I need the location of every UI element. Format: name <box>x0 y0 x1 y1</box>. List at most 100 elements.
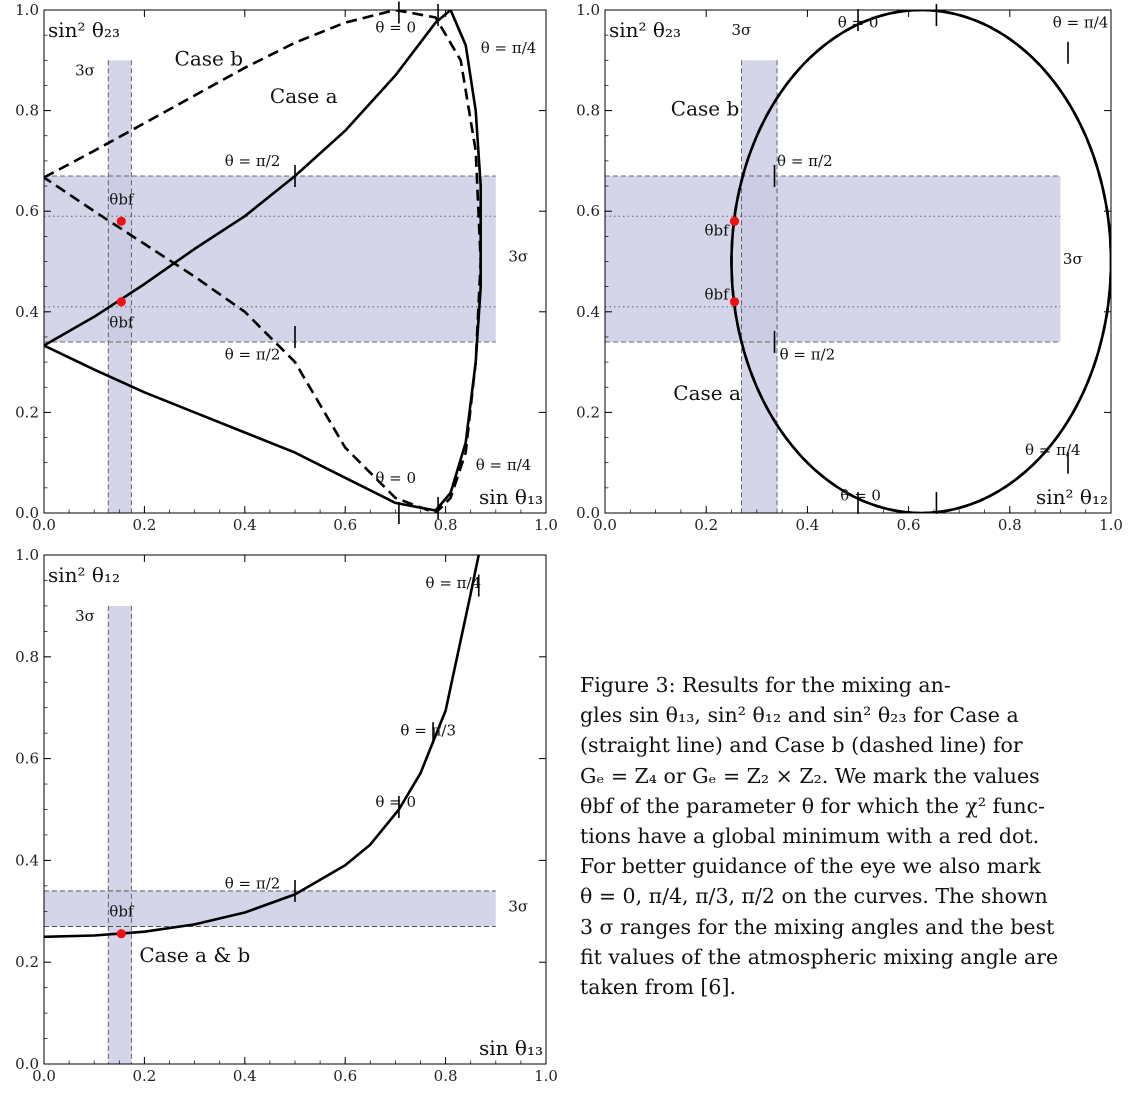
caption-line: taken from [6]. <box>580 974 736 999</box>
best-fit-dot <box>729 216 740 226</box>
x-tick-label: 0.2 <box>132 516 156 534</box>
case-label: Case b <box>175 46 244 70</box>
theta-annotation: θ = π/4 <box>1053 14 1109 32</box>
horizontal-3sigma-band <box>605 175 1061 342</box>
theta-annotation: θ = π/2 <box>780 346 836 364</box>
y-tick-label: 1.0 <box>15 546 39 564</box>
theta-annotation: 3σ <box>75 607 95 625</box>
theta-annotation: 3σ <box>732 21 752 39</box>
y-tick-label: 1.0 <box>576 1 600 19</box>
y-tick-label: 0.6 <box>576 202 600 220</box>
caption-line: 3 σ ranges for the mixing angles and the… <box>580 914 1055 939</box>
theta-annotation: θ = π/2 <box>225 874 281 892</box>
caption-line: (straight line) and Case b (dashed line)… <box>580 733 1023 758</box>
y-tick-label: 0.0 <box>15 1055 39 1073</box>
x-tick-label: 0.8 <box>434 1067 458 1085</box>
x-tick-label: 1.0 <box>1099 516 1123 534</box>
y-tick-label: 0.2 <box>15 953 39 971</box>
y-tick-label: 0.4 <box>576 303 600 321</box>
theta-annotation: 3σ <box>1063 250 1083 268</box>
best-fit-label: θbf <box>109 314 135 332</box>
y-tick-label: 0.0 <box>15 504 39 522</box>
y-tick-label: 0.2 <box>576 403 600 421</box>
horizontal-3sigma-band <box>44 175 496 342</box>
best-fit-dot <box>116 297 126 307</box>
y-tick-label: 0.0 <box>576 504 600 522</box>
x-tick-label: 0.0 <box>32 516 56 534</box>
x-tick-label: 0.6 <box>897 516 921 534</box>
x-axis-label: sin θ₁₃ <box>479 485 543 509</box>
caption-line: For better guidance of the eye we also m… <box>580 854 1041 879</box>
case-label: Case a & b <box>139 943 250 967</box>
x-axis-label: sin² θ₁₂ <box>1036 485 1108 509</box>
panel-top-left: 0.0 0.2 0.4 0.6 0.8 1.0 0.0 0.2 0.4 0.6 0.8 1.0 sin²… <box>15 1 558 534</box>
horizontal-3sigma-band <box>44 890 496 927</box>
x-tick-label: 0.4 <box>233 516 257 534</box>
caption-line: fit values of the atmospheric mixing ang… <box>580 944 1059 969</box>
theta-annotation: θ = 0 <box>838 14 879 32</box>
solid-curve-2 <box>44 555 481 939</box>
x-tick-label: 0.4 <box>233 1067 257 1085</box>
best-fit-label: θbf <box>109 903 135 921</box>
y-axis-label: sin² θ₁₂ <box>48 563 120 587</box>
panel-bottom-left: 0.0 0.2 0.4 0.6 0.8 1.0 0.0 0.2 0.4 0.6 0.8 1.0 sin²… <box>15 546 558 1085</box>
theta-annotation: θ = π/4 <box>481 39 537 57</box>
caption-line: Figure 3: Results for the mixing an- <box>580 673 951 697</box>
theta-annotation: 3σ <box>508 897 528 915</box>
best-fit-label: θbf <box>109 190 135 208</box>
y-tick-label: 1.0 <box>15 1 39 19</box>
caption-line: gles sin θ₁₃, sin² θ₁₂ and sin² θ₂₃ for … <box>580 703 1019 728</box>
caption-line: Gₑ = Z₄ or Gₑ = Z₂ × Z₂. We mark the val… <box>580 763 1040 788</box>
vertical-3sigma-band <box>108 605 132 1064</box>
x-tick-label: 0.4 <box>795 516 819 534</box>
y-tick-label: 0.6 <box>15 750 39 768</box>
x-tick-label: 0.0 <box>32 1067 56 1085</box>
y-tick-label: 0.2 <box>15 403 39 421</box>
y-tick-label: 0.6 <box>15 202 39 220</box>
theta-annotation: θ = π/2 <box>225 152 281 170</box>
theta-annotation: θ = 0 <box>375 469 416 487</box>
y-axis-label: sin² θ₂₃ <box>609 18 681 42</box>
y-tick-label: 0.8 <box>576 102 600 120</box>
theta-annotation: 3σ <box>75 61 95 79</box>
caption-line: tions have a global minimum with a red d… <box>580 823 1040 848</box>
case-label: Case a <box>673 381 741 405</box>
x-tick-label: 0.6 <box>333 1067 357 1085</box>
x-tick-label: 0.0 <box>593 516 617 534</box>
x-tick-label: 1.0 <box>534 516 558 534</box>
x-axis-label: sin θ₁₃ <box>479 1036 543 1060</box>
x-tick-label: 0.2 <box>132 1067 156 1085</box>
best-fit-dot <box>116 216 126 226</box>
case-label: Case a <box>270 84 338 108</box>
x-tick-label: 0.6 <box>333 516 357 534</box>
theta-annotation: θ = 0 <box>840 486 881 504</box>
y-axis-label: sin² θ₂₃ <box>48 18 120 42</box>
y-tick-label: 0.4 <box>15 851 39 869</box>
solid-curve-0 <box>44 10 482 512</box>
curves <box>44 555 481 939</box>
best-fit-dot <box>116 929 126 939</box>
x-tick-label: 1.0 <box>534 1067 558 1085</box>
x-tick-label: 0.8 <box>434 516 458 534</box>
x-tick-label: 0.2 <box>694 516 718 534</box>
theta-annotation: θ = π/2 <box>225 346 281 364</box>
y-tick-label: 0.4 <box>15 303 39 321</box>
theta-annotation: θ = 0 <box>375 19 416 37</box>
theta-annotation: θ = π/3 <box>400 722 456 740</box>
theta-annotation: θ = π/4 <box>426 574 482 592</box>
theta-annotation: θ = 0 <box>375 793 416 811</box>
theta-annotation: θ = π/4 <box>476 456 532 474</box>
panel-top-right: 0.0 0.2 0.4 0.6 0.8 1.0 0.0 0.2 0.4 0.6 0.8 1.0 sin²… <box>576 1 1123 534</box>
best-fit-label: θbf <box>705 286 731 304</box>
dashed-curve-0 <box>44 10 482 513</box>
x-tick-label: 0.8 <box>998 516 1022 534</box>
theta-annotation: θ = π/2 <box>777 152 833 170</box>
theta-annotation: θ = π/4 <box>1025 441 1081 459</box>
theta-annotation: 3σ <box>508 248 528 266</box>
caption-line: θbf of the parameter θ for which the χ² … <box>580 793 1045 818</box>
caption-line: θ = 0, π/4, π/3, π/2 on the curves. The … <box>580 884 1048 909</box>
y-tick-label: 0.8 <box>15 648 39 666</box>
best-fit-label: θbf <box>705 221 731 239</box>
curves <box>44 10 482 513</box>
